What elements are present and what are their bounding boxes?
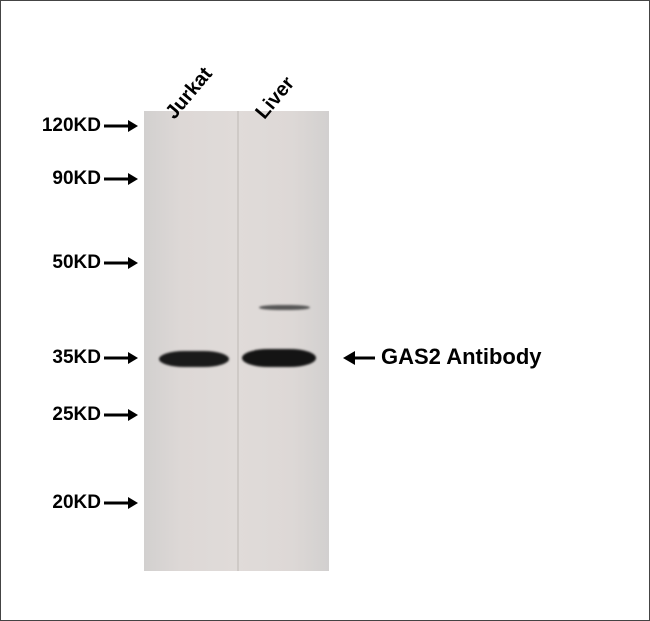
marker-label: 20KD [21,492,101,514]
marker-arrow-icon [104,172,138,186]
marker-arrow-icon [104,351,138,365]
lane-separator [237,111,239,571]
marker-arrow-icon [104,119,138,133]
marker-label: 50KD [21,252,101,274]
figure-container: GAS2 Antibody 120KD90KD50KD35KD25KD20KDJ… [0,0,650,621]
marker-arrow-icon [104,256,138,270]
annotation-arrow [343,350,375,366]
marker-label: 25KD [21,404,101,426]
marker-label: 120KD [21,115,101,137]
blot-area [144,111,329,571]
annotation-label: GAS2 Antibody [381,344,542,370]
marker-label: 35KD [21,347,101,369]
marker-label: 90KD [21,168,101,190]
marker-arrow-icon [104,408,138,422]
band [242,349,316,367]
marker-arrow-icon [104,496,138,510]
band [259,305,311,310]
band [159,351,229,367]
